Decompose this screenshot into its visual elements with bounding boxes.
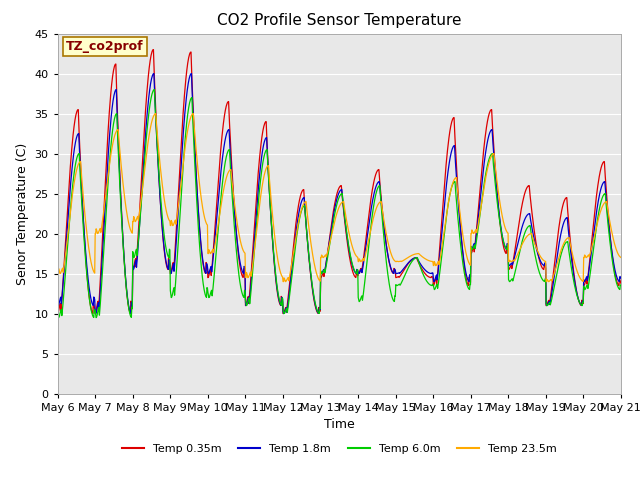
Temp 6.0m xyxy=(54,315,62,321)
Temp 6.0m xyxy=(244,297,252,303)
Temp 6.0m xyxy=(129,249,136,254)
Text: TZ_co2prof: TZ_co2prof xyxy=(66,40,143,53)
Temp 23.5m xyxy=(351,250,358,256)
Temp 0.35m xyxy=(362,237,369,243)
Temp 6.0m xyxy=(54,309,61,315)
Legend: Temp 0.35m, Temp 1.8m, Temp 6.0m, Temp 23.5m: Temp 0.35m, Temp 1.8m, Temp 6.0m, Temp 2… xyxy=(117,439,561,458)
Temp 23.5m xyxy=(152,111,159,117)
Temp 1.8m xyxy=(92,311,99,316)
Temp 1.8m xyxy=(150,71,157,76)
Temp 6.0m xyxy=(150,87,158,93)
Line: Temp 6.0m: Temp 6.0m xyxy=(58,90,621,318)
Temp 23.5m xyxy=(129,230,136,236)
Temp 1.8m xyxy=(299,196,307,202)
Y-axis label: Senor Temperature (C): Senor Temperature (C) xyxy=(16,143,29,285)
X-axis label: Time: Time xyxy=(324,418,355,431)
Temp 0.35m xyxy=(148,48,156,53)
Line: Temp 23.5m: Temp 23.5m xyxy=(58,114,621,282)
Line: Temp 0.35m: Temp 0.35m xyxy=(58,49,621,313)
Temp 6.0m xyxy=(299,204,307,210)
Temp 0.35m xyxy=(244,295,252,300)
Temp 6.0m xyxy=(362,265,370,271)
Temp 1.8m xyxy=(362,241,370,247)
Temp 0.35m xyxy=(54,311,61,316)
Line: Temp 1.8m: Temp 1.8m xyxy=(58,73,621,313)
Temp 1.8m xyxy=(617,275,625,281)
Temp 6.0m xyxy=(351,268,358,274)
Temp 23.5m xyxy=(148,116,156,122)
Temp 23.5m xyxy=(617,254,625,260)
Temp 23.5m xyxy=(299,203,307,208)
Title: CO2 Profile Sensor Temperature: CO2 Profile Sensor Temperature xyxy=(217,13,461,28)
Temp 23.5m xyxy=(244,275,252,280)
Temp 1.8m xyxy=(129,263,136,269)
Temp 6.0m xyxy=(149,88,157,94)
Temp 1.8m xyxy=(351,268,358,274)
Temp 23.5m xyxy=(362,248,370,254)
Temp 6.0m xyxy=(617,282,625,288)
Temp 0.35m xyxy=(150,47,157,52)
Temp 0.35m xyxy=(617,280,625,286)
Temp 1.8m xyxy=(149,72,157,77)
Temp 23.5m xyxy=(54,271,61,276)
Temp 1.8m xyxy=(244,295,252,301)
Temp 23.5m xyxy=(280,279,287,285)
Temp 1.8m xyxy=(54,300,61,305)
Temp 0.35m xyxy=(129,306,136,312)
Temp 0.35m xyxy=(350,272,358,278)
Temp 0.35m xyxy=(298,188,306,193)
